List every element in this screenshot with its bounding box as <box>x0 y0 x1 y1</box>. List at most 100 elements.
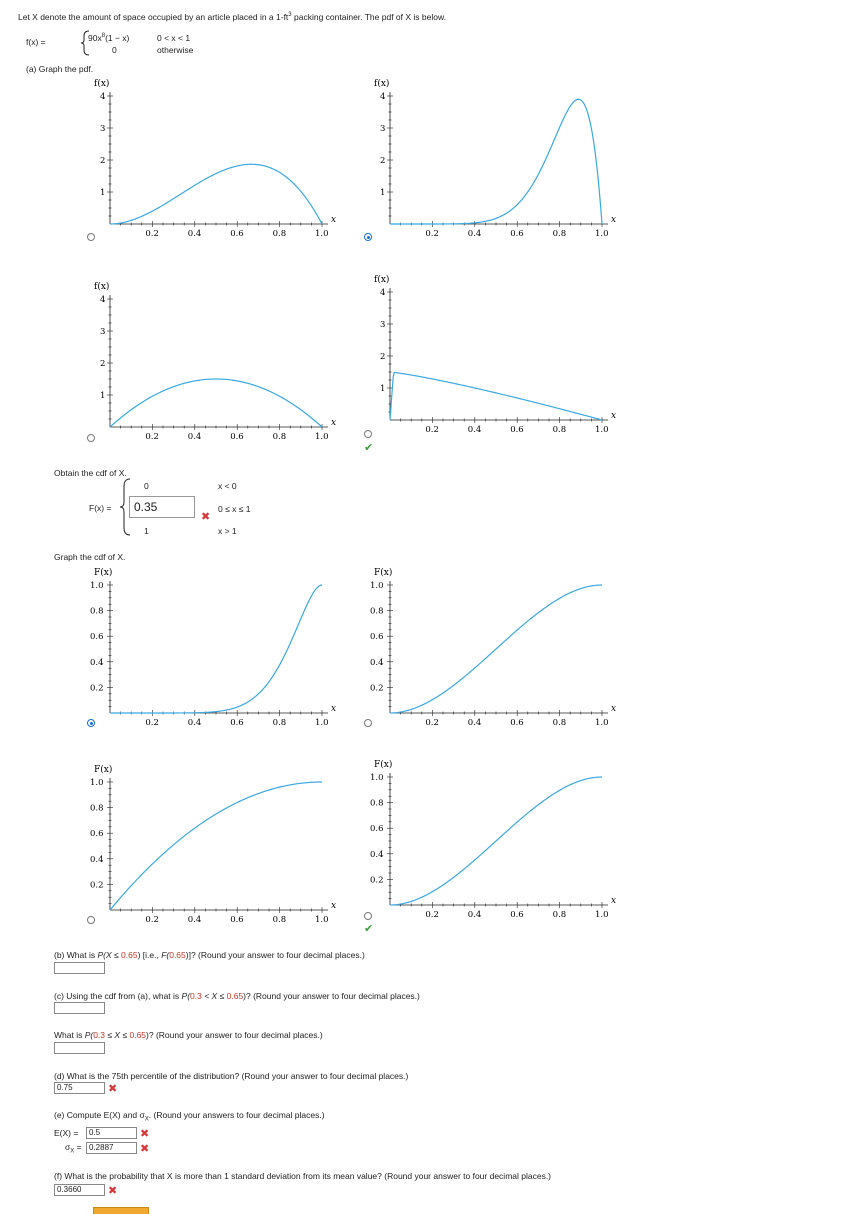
part-a-label: (a) Graph the pdf. <box>26 64 94 74</box>
cdf-lhs: F(x) = <box>89 503 112 513</box>
cdf-c-x-tick-label-0: 0.2 <box>145 915 159 925</box>
pdf-c-y-tick-label-2: 3 <box>100 327 105 337</box>
cdf-c-x-tick-label-3: 0.8 <box>273 915 287 925</box>
cdf-c-y-tick-label-0: 0.2 <box>90 880 104 890</box>
cdf-c-y-tick-label-1: 0.4 <box>90 855 104 865</box>
pdf-b-x-tick-label-0: 0.2 <box>425 229 439 239</box>
part-c2-question: What is P(0.3 ≤ X ≤ 0.65)? (Round your a… <box>54 1030 323 1040</box>
cdf-d-x-tick-label-3: 0.8 <box>553 910 567 920</box>
cdf-formula-input[interactable]: 0.35 <box>129 496 195 518</box>
pdf-option-d-radio[interactable] <box>364 430 372 438</box>
pdf-d-y-tick-label-3: 4 <box>380 288 385 298</box>
pdf-d-y-tick-label-0: 1 <box>380 384 385 394</box>
submit-button[interactable] <box>93 1207 149 1214</box>
pdf-option-c-radio[interactable] <box>87 434 95 442</box>
pdf-lhs: f(x) = <box>26 37 46 47</box>
cdf-option-d-radio[interactable] <box>364 912 372 920</box>
cdf-a-y-label: F(x) <box>94 567 112 578</box>
cdf-a-y-tick-label-0: 0.2 <box>90 683 104 693</box>
pdf-option-a-radio[interactable] <box>87 233 95 241</box>
pdf-b-x-tick-label-2: 0.6 <box>510 229 524 239</box>
pdf-d-y-tick-label-2: 3 <box>380 320 385 330</box>
pdf-b-y-label: f(x) <box>374 78 389 89</box>
part-f-question: (f) What is the probability that X is mo… <box>54 1171 552 1181</box>
cdf-d-y-tick-label-4: 1.0 <box>370 773 384 783</box>
cdf-b-x-tick-label-1: 0.4 <box>468 718 482 728</box>
pdf-c-y-label: f(x) <box>94 281 109 292</box>
pdf-d-x-tick-label-0: 0.2 <box>425 425 439 435</box>
part-f-wrong-icon: ✖ <box>108 1185 118 1197</box>
cdf-row2-cond: 0 ≤ x ≤ 1 <box>218 504 251 514</box>
part-e-question: (e) Compute E(X) and σX. (Round your ans… <box>54 1110 325 1123</box>
pdf-b-y-tick-label-2: 3 <box>380 124 385 134</box>
cdf-b-y-tick-label-3: 0.8 <box>370 607 384 617</box>
part-d-answer-input[interactable]: 0.75 <box>54 1082 105 1094</box>
pdf-c-curve <box>109 378 323 428</box>
pdf-a-x-tick-label-2: 0.6 <box>230 229 244 239</box>
pdf-a-y-tick-label-1: 2 <box>100 156 105 166</box>
pdf-a-x-label: x <box>331 215 336 225</box>
cdf-option-a-radio[interactable] <box>87 719 95 727</box>
cdf-a-y-tick-label-1: 0.4 <box>90 658 104 668</box>
part-b-answer-input[interactable] <box>54 962 105 974</box>
cdf-b-curve <box>389 584 603 714</box>
pdf-b-x-tick-label-4: 1.0 <box>595 229 609 239</box>
cdf-row3-cond: x > 1 <box>218 526 237 536</box>
cdf-row1-val: 0 <box>144 481 149 491</box>
intro-text: Let X denote the amount of space occupie… <box>18 12 446 22</box>
pdf-graph-b: f(x) 0.2 0.4 0.6 0.8 1.0 1 2 3 4 x <box>374 78 616 239</box>
cdf-b-y-label: F(x) <box>374 567 392 578</box>
pdf-row1-cond: 0 < x < 1 <box>157 33 191 43</box>
cdf-d-x-tick-label-2: 0.6 <box>510 910 524 920</box>
cdf-d-x-tick-label-0: 0.2 <box>425 910 439 920</box>
pdf-b-curve <box>390 98 603 225</box>
pdf-option-b-radio[interactable] <box>364 233 372 241</box>
pdf-a-x-tick-label-1: 0.4 <box>188 229 202 239</box>
pdf-d-curve <box>389 371 603 421</box>
pdf-a-x-tick-label-0: 0.2 <box>145 229 159 239</box>
pdf-b-x-label: x <box>611 215 616 225</box>
pdf-d-x-label: x <box>611 411 616 421</box>
cdf-option-c-radio[interactable] <box>87 916 95 924</box>
part-f-answer-input[interactable]: 0.3660 <box>54 1184 105 1196</box>
cdf-b-x-tick-label-0: 0.2 <box>425 718 439 728</box>
pdf-brace <box>80 30 90 56</box>
pdf-b-x-tick-label-3: 0.8 <box>553 229 567 239</box>
cdf-d-x-label: x <box>611 896 616 906</box>
cdf-a-y-tick-label-2: 0.6 <box>90 632 104 642</box>
cdf-option-b-radio[interactable] <box>364 719 372 727</box>
cdf-graph-label: Graph the cdf of X. <box>54 552 126 562</box>
cdf-c-y-label: F(x) <box>94 764 112 775</box>
cdf-c-y-tick-label-4: 1.0 <box>90 778 104 788</box>
cdf-section-label: Obtain the cdf of X. <box>54 468 127 478</box>
pdf-b-x-tick-label-1: 0.4 <box>468 229 482 239</box>
part-e-sd-answer-input[interactable]: 0.2887 <box>86 1142 137 1154</box>
cdf-option-d-check-icon: ✔ <box>364 923 374 935</box>
cdf-graph-d: F(x)0.2 0.4 0.6 0.8 1.00.20.40.60.81.0x <box>370 759 616 920</box>
pdf-d-x-tick-label-4: 1.0 <box>595 425 609 435</box>
cdf-d-y-label: F(x) <box>374 759 392 770</box>
cdf-d-y-tick-label-1: 0.4 <box>370 850 384 860</box>
part-e-ex-wrong-icon: ✖ <box>140 1128 150 1140</box>
cdf-c-curve <box>109 781 322 911</box>
cdf-b-x-tick-label-3: 0.8 <box>553 718 567 728</box>
pdf-option-d-check-icon: ✔ <box>364 442 374 454</box>
cdf-b-y-tick-label-4: 1.0 <box>370 581 384 591</box>
pdf-d-y-label: f(x) <box>374 274 389 285</box>
pdf-graph-c: f(x) 0.2 0.4 0.6 0.8 1.0 1 2 3 4 x <box>94 281 336 442</box>
pdf-row1: 90x8(1 − x) <box>88 33 130 43</box>
cdf-c-x-tick-label-2: 0.6 <box>230 915 244 925</box>
cdf-d-x-tick-label-4: 1.0 <box>595 910 609 920</box>
pdf-a-y-label: f(x) <box>94 78 109 89</box>
cdf-d-y-tick-label-0: 0.2 <box>370 875 384 885</box>
pdf-c-x-tick-label-1: 0.4 <box>188 432 202 442</box>
part-c2-answer-input[interactable] <box>54 1042 105 1054</box>
pdf-a-curve <box>109 163 323 225</box>
cdf-a-x-label: x <box>331 704 336 714</box>
pdf-c-x-tick-label-4: 1.0 <box>315 432 329 442</box>
part-e-ex-answer-input[interactable]: 0.5 <box>86 1127 137 1139</box>
cdf-row3-val: 1 <box>144 526 149 536</box>
part-c-answer-input[interactable] <box>54 1002 105 1014</box>
cdf-a-x-tick-label-1: 0.4 <box>188 718 202 728</box>
cdf-graph-a: F(x)0.2 0.4 0.6 0.8 1.00.20.40.60.81.0x <box>90 567 336 728</box>
